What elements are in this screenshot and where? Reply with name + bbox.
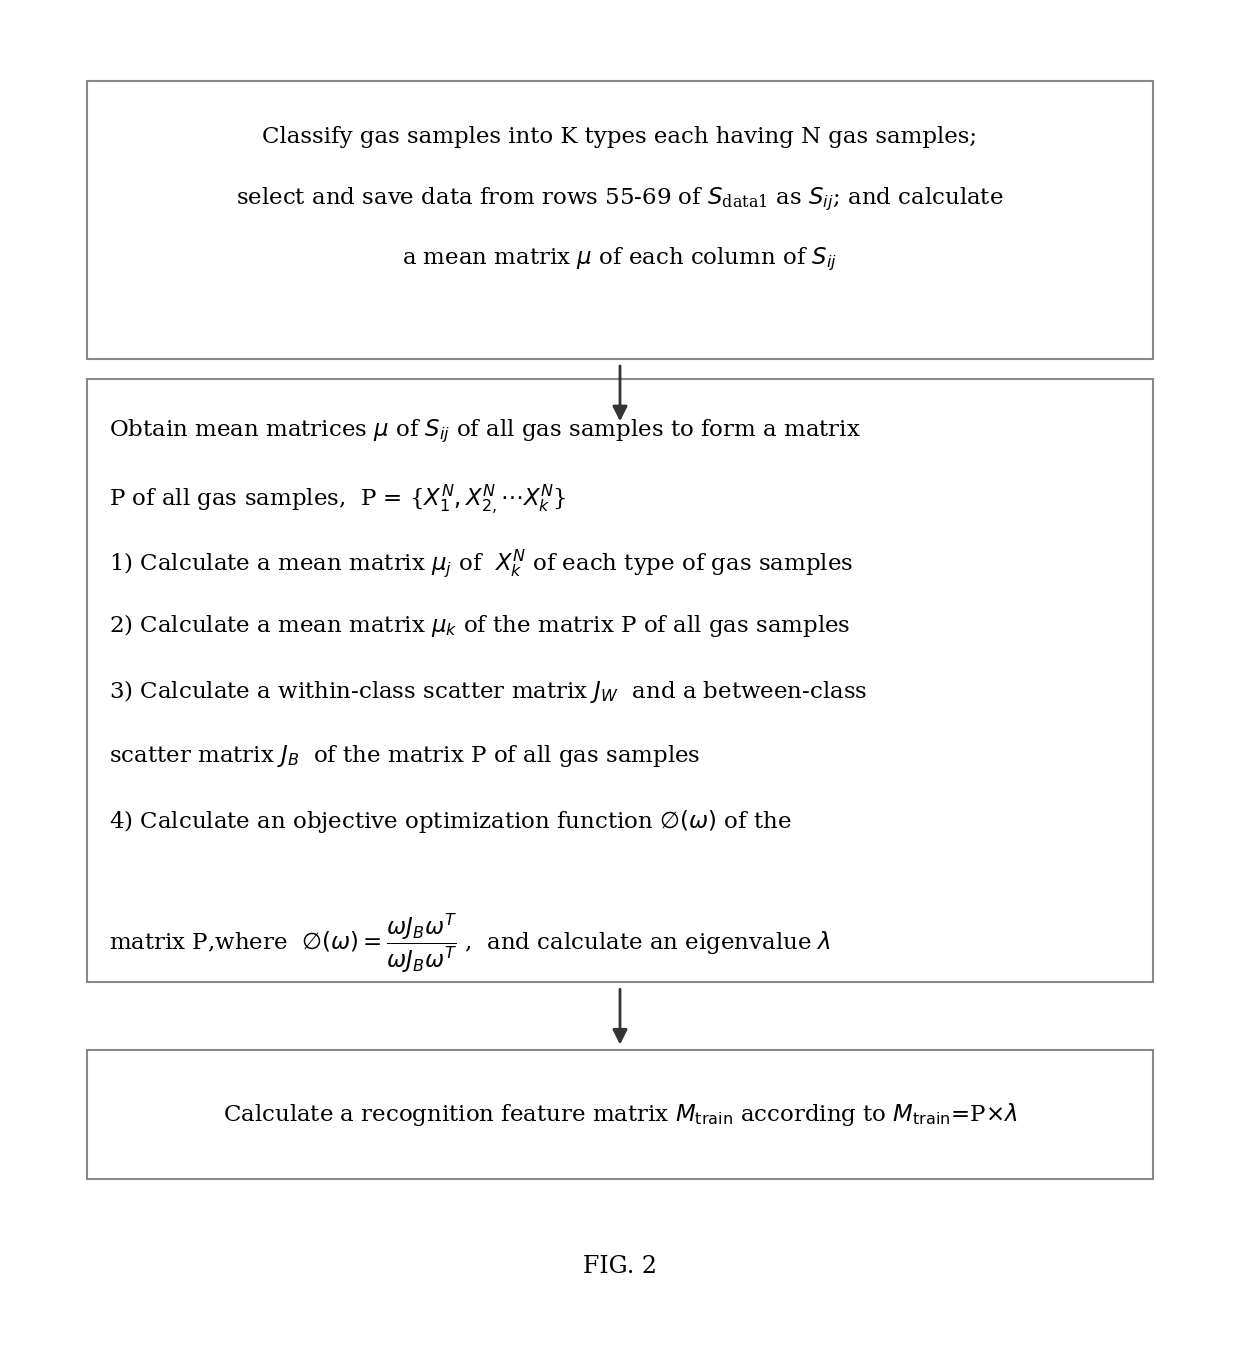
Text: a mean matrix $\mu$ of each column of $S_{ij}$: a mean matrix $\mu$ of each column of $S…	[402, 245, 838, 272]
Text: FIG. 2: FIG. 2	[583, 1256, 657, 1278]
Text: scatter matrix $J_B$  of the matrix P of all gas samples: scatter matrix $J_B$ of the matrix P of …	[109, 743, 701, 768]
FancyBboxPatch shape	[87, 81, 1153, 359]
Text: Classify gas samples into K types each having N gas samples;: Classify gas samples into K types each h…	[263, 126, 977, 148]
Text: Obtain mean matrices $\mu$ of $S_{ij}$ of all gas samples to form a matrix: Obtain mean matrices $\mu$ of $S_{ij}$ o…	[109, 417, 861, 444]
FancyBboxPatch shape	[87, 1050, 1153, 1179]
Text: 2) Calculate a mean matrix $\mu_k$ of the matrix P of all gas samples: 2) Calculate a mean matrix $\mu_k$ of th…	[109, 612, 851, 640]
Text: 1) Calculate a mean matrix $\mu_j$ of  $X_k^N$ of each type of gas samples: 1) Calculate a mean matrix $\mu_j$ of $X…	[109, 547, 853, 579]
Text: Calculate a recognition feature matrix $M_{\mathrm{train}}$ according to $M_{\ma: Calculate a recognition feature matrix $…	[223, 1102, 1017, 1127]
FancyBboxPatch shape	[87, 379, 1153, 982]
Text: select and save data from rows 55-69 of $S_{\mathregular{data1}}$ as $S_{ij}$; a: select and save data from rows 55-69 of …	[237, 186, 1003, 213]
Text: matrix P,where  $\emptyset(\omega) = \dfrac{\omega J_B \omega^T}{\omega J_B \ome: matrix P,where $\emptyset(\omega) = \dfr…	[109, 912, 831, 976]
Text: 4) Calculate an objective optimization function $\emptyset(\omega)$ of the: 4) Calculate an objective optimization f…	[109, 808, 791, 835]
Text: P of all gas samples,  P = {$X_1^N, X_{2,}^N \cdots X_k^N$}: P of all gas samples, P = {$X_1^N, X_{2,…	[109, 482, 567, 516]
Text: 3) Calculate a within-class scatter matrix $J_W$  and a between-class: 3) Calculate a within-class scatter matr…	[109, 678, 868, 705]
